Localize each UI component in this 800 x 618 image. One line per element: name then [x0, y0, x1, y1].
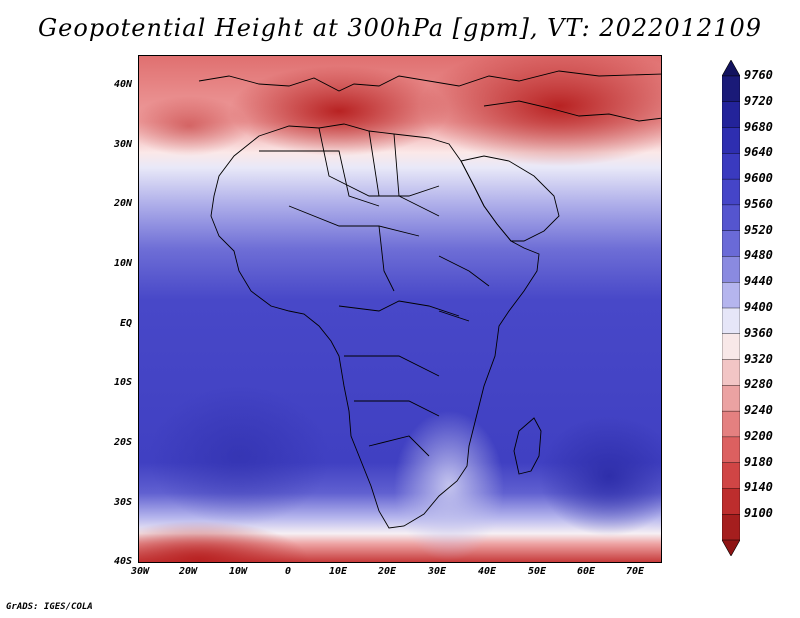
colorbar-swatch [722, 282, 740, 309]
colorbar-label: 9520 [744, 222, 773, 237]
heightfield-map [139, 56, 661, 562]
colorbar-label: 9280 [744, 377, 773, 392]
colorbar-label: 9140 [744, 480, 773, 495]
y-tick-label: 10N [113, 258, 132, 269]
colorbar-label: 9560 [744, 196, 773, 211]
colorbar-label: 9240 [744, 403, 773, 418]
colorbar-label: 9180 [744, 454, 773, 469]
colorbar-bottom-arrow [722, 539, 740, 556]
colorbar-swatch [722, 410, 740, 438]
colorbar-swatch [722, 75, 740, 103]
colorbar-swatch [722, 488, 740, 515]
x-tick-label: 10W [228, 566, 248, 577]
y-tick-label: 20S [113, 437, 132, 448]
x-tick-label: 50E [527, 566, 547, 577]
map-title: Geopotential Height at 300hPa [gpm], VT:… [38, 14, 762, 42]
colorbar-swatch [722, 514, 740, 541]
colorbar-swatch [722, 385, 740, 412]
x-tick-label: 0 [284, 566, 292, 577]
colorbar-swatch [722, 127, 740, 154]
x-tick-label: 60E [576, 566, 596, 577]
colorbar-label: 9600 [744, 171, 773, 186]
credit-text: GrADS: IGES/COLA [6, 602, 93, 612]
colorbar-label: 9440 [744, 274, 773, 289]
y-tick-label: 10S [113, 377, 132, 388]
y-tick-label: 40N [113, 79, 132, 90]
x-tick-label: 70E [625, 566, 645, 577]
x-tick-label: 30E [427, 566, 447, 577]
colorbar-label: 9680 [744, 119, 773, 134]
colorbar-swatch [722, 178, 740, 206]
colorbar-swatch [722, 153, 740, 180]
colorbar-swatch [722, 307, 740, 335]
colorbar-swatch [722, 101, 740, 129]
y-tick-label: EQ [119, 318, 132, 329]
colorbar-label: 9320 [744, 351, 773, 366]
colorbar-label: 9720 [744, 93, 773, 108]
colorbar-label: 9200 [744, 428, 773, 443]
x-tick-label: 40E [477, 566, 497, 577]
x-tick-label: 20W [178, 566, 198, 577]
colorbar-swatch [722, 436, 740, 464]
colorbar-label: 9480 [744, 248, 773, 263]
y-tick-label: 30N [113, 139, 132, 150]
colorbar-swatch [722, 204, 740, 232]
colorbar-label: 9100 [744, 506, 773, 521]
y-tick-label: 40S [113, 556, 132, 567]
x-tick-label: 30W [130, 566, 150, 577]
y-tick-label: 30S [113, 497, 132, 508]
colorbar-label: 9760 [744, 68, 773, 82]
colorbar-top-arrow [722, 60, 740, 77]
colorbar-label: 9400 [744, 300, 773, 314]
colorbar-label: 9360 [744, 325, 773, 340]
colorbar-swatch [722, 462, 740, 489]
y-tick-label: 20N [113, 198, 132, 209]
colorbar-swatch [722, 359, 740, 386]
colorbar-swatch [722, 230, 740, 257]
map-panel [138, 55, 662, 563]
x-tick-label: 20E [377, 566, 397, 577]
x-tick-label: 10E [328, 566, 348, 577]
colorbar-swatch [722, 333, 740, 361]
coastline-outline [198, 70, 661, 529]
colorbar [722, 60, 740, 556]
colorbar-label: 9640 [744, 145, 773, 160]
colorbar-swatch [722, 256, 740, 283]
